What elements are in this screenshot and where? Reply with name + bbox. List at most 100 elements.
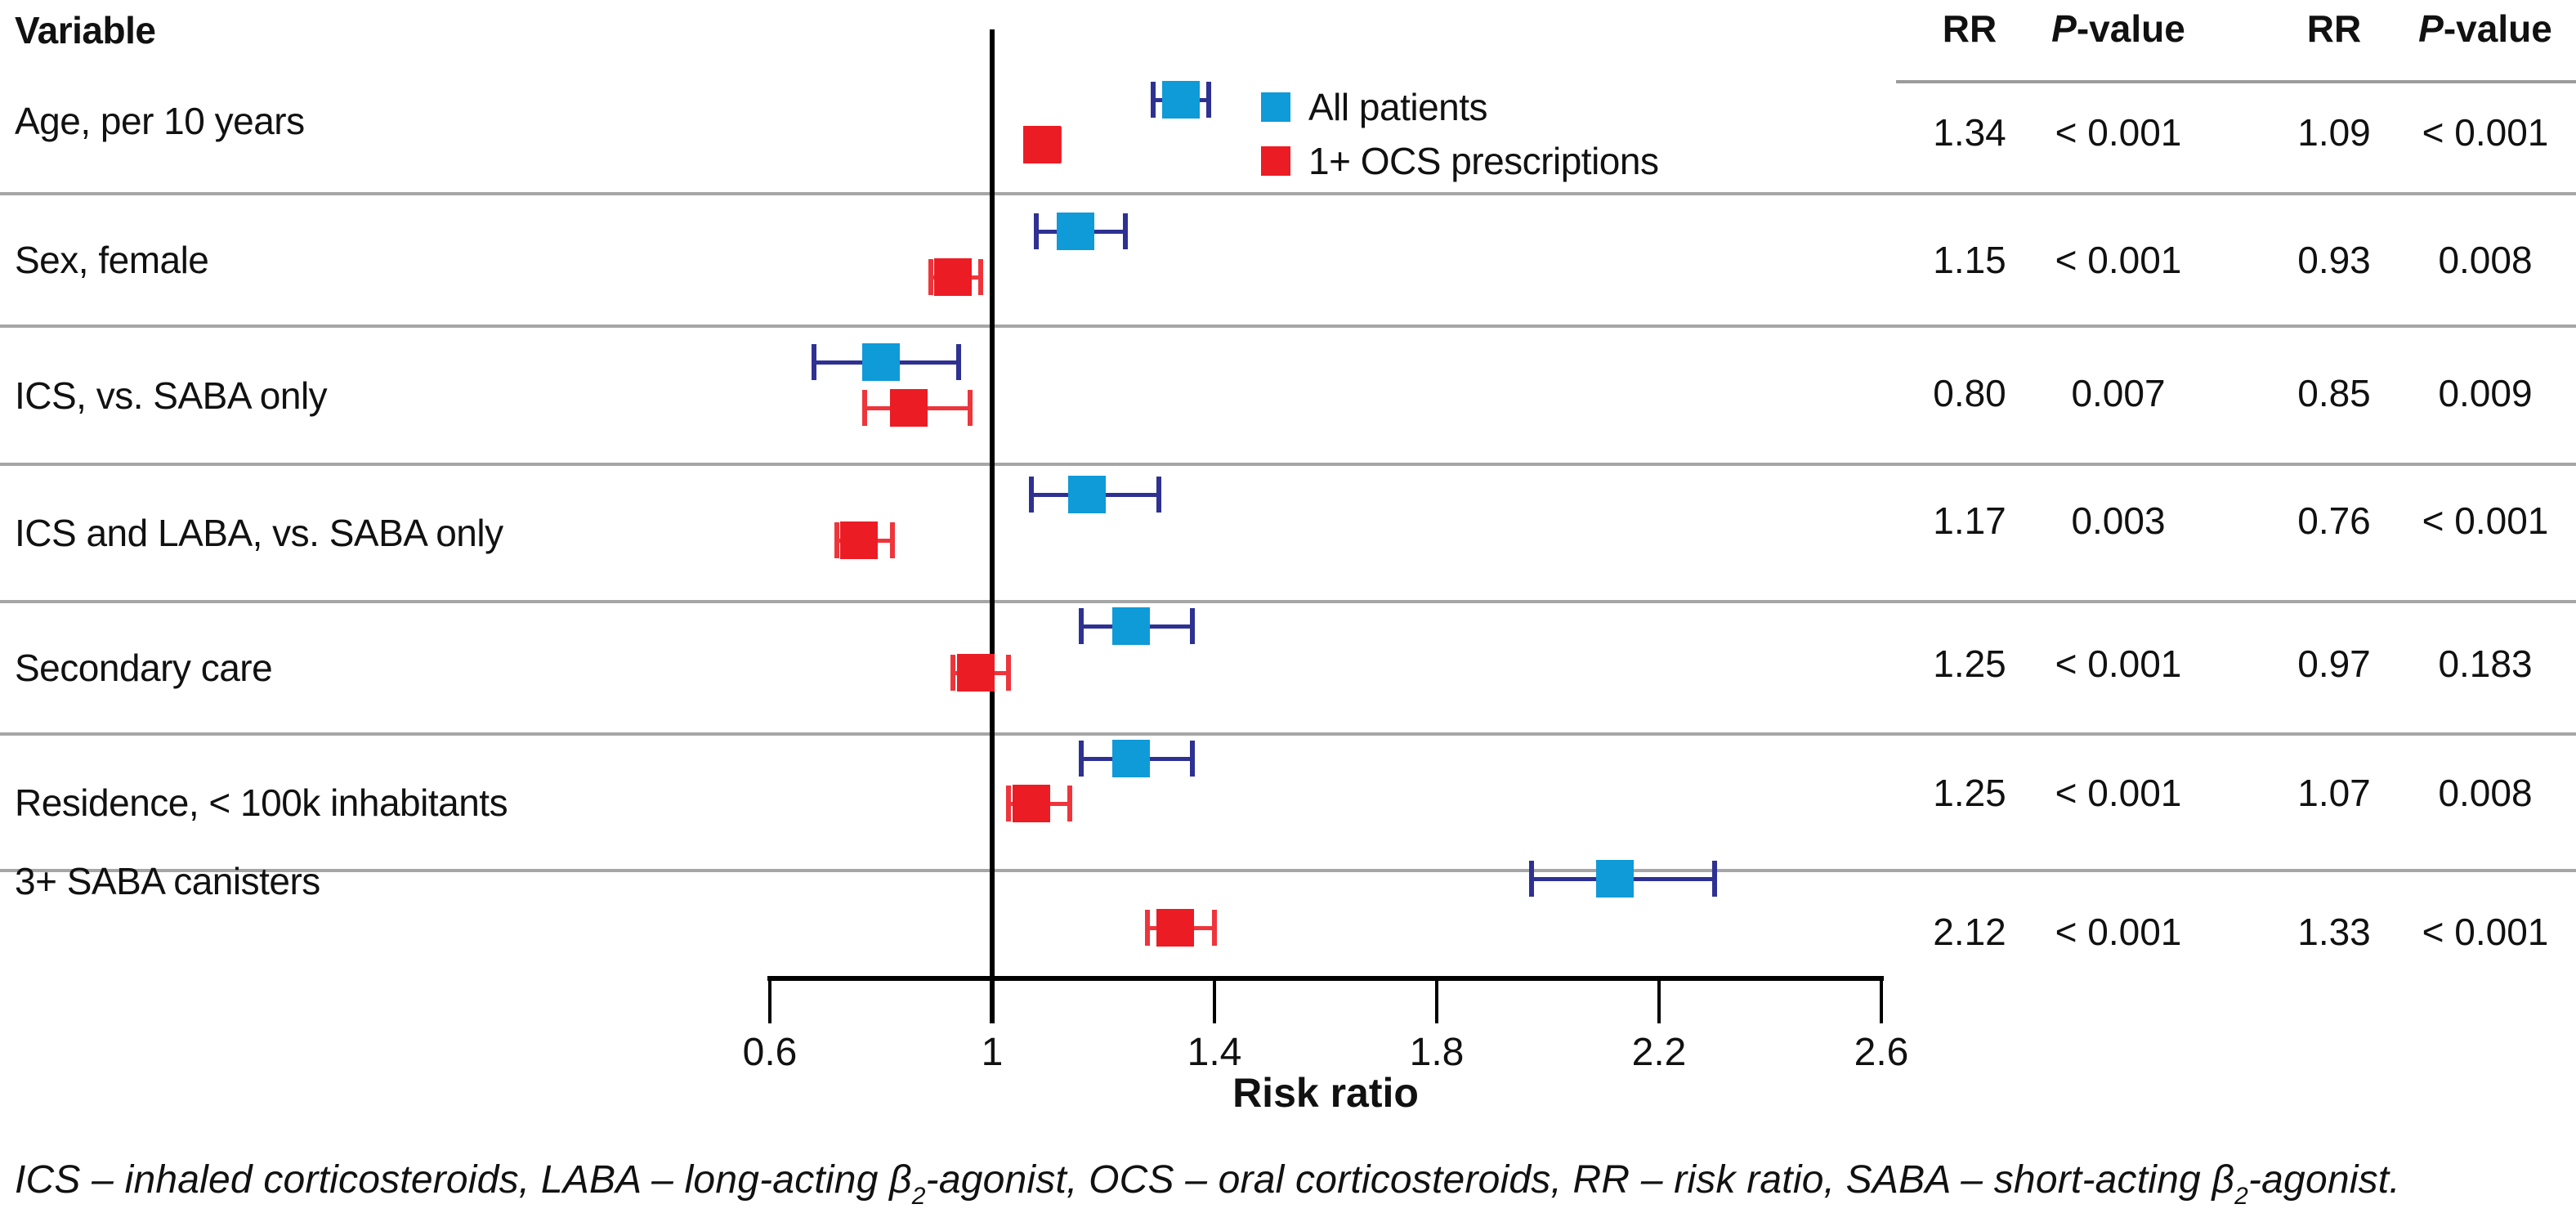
footnote-text: ICS – inhaled corticosteroids, LABA – lo…	[15, 1158, 912, 1202]
row-separator-line	[0, 463, 2576, 466]
x-tick	[1213, 978, 1216, 1023]
x-axis	[767, 976, 1884, 981]
all-patients-ci-high-cap	[1123, 213, 1129, 249]
legend-item: 1+ OCS prescriptions	[1261, 139, 1659, 183]
row-separator-line	[0, 869, 2576, 872]
p-value-ocs: 0.008	[2438, 772, 2533, 814]
footnote: ICS – inhaled corticosteroids, LABA – lo…	[15, 1157, 2565, 1211]
all-patients-point-marker	[1112, 740, 1150, 777]
ocs-ci-low-cap	[861, 390, 867, 426]
legend-item: All patients	[1261, 85, 1488, 129]
rr-value-ocs: 0.97	[2297, 642, 2371, 685]
rr-value-ocs: 1.09	[2297, 111, 2371, 154]
ocs-point-marker	[1012, 785, 1050, 822]
footnote-subscript: 2	[2234, 1183, 2248, 1210]
p-value-ocs: < 0.001	[2422, 111, 2549, 154]
row-separator-line	[0, 325, 2576, 328]
rr-value-all-patients: 1.34	[1933, 111, 2006, 154]
row-label: ICS, vs. SABA only	[15, 374, 328, 417]
all-patients-ci-low-cap	[1078, 608, 1084, 644]
footnote-subscript: 2	[911, 1183, 926, 1210]
all-patients-ci-high-cap	[1156, 477, 1161, 513]
rr-value-ocs: 0.76	[2297, 499, 2371, 542]
p-value-all-patients: < 0.001	[2055, 772, 2182, 814]
ocs-point-marker	[1023, 126, 1062, 163]
row-separator-line	[0, 192, 2576, 195]
all-patients-ci-high-cap	[1189, 608, 1195, 644]
legend-label: All patients	[1308, 86, 1488, 128]
rr-value-ocs: 1.07	[2297, 772, 2371, 814]
reference-line	[990, 29, 995, 1023]
x-tick	[768, 978, 771, 1023]
p-value-all-patients: 0.007	[2071, 372, 2166, 414]
all-patients-ci-low-cap	[1028, 477, 1034, 513]
ocs-ci-low-cap	[950, 655, 956, 691]
p-value-all-patients: < 0.001	[2055, 111, 2182, 154]
p-italic: P	[2418, 7, 2444, 50]
p-value-ocs: 0.009	[2438, 372, 2533, 414]
all-patients-ci-low-cap	[1151, 82, 1156, 118]
ocs-point-marker	[1156, 909, 1195, 947]
all-patients-ci-low-cap	[1078, 741, 1084, 777]
ocs-point-marker	[890, 389, 928, 427]
x-tick	[991, 978, 994, 1023]
table-header-rule	[1896, 80, 2576, 83]
all-patients-point-marker	[1067, 476, 1106, 513]
p-value-ocs: 0.008	[2438, 239, 2533, 281]
p-value-all-patients: < 0.001	[2055, 239, 2182, 281]
rr-value-all-patients: 0.80	[1933, 372, 2006, 414]
x-tick	[1435, 978, 1438, 1023]
p-value-all-patients: < 0.001	[2055, 911, 2182, 953]
ocs-ci-low-cap	[1006, 786, 1012, 821]
ocs-ci-low-cap	[834, 522, 839, 558]
x-tick	[1657, 978, 1661, 1023]
p-value-all-patients: < 0.001	[2055, 642, 2182, 685]
p-value-all-patients: 0.003	[2071, 499, 2166, 542]
footnote-text: -agonist, OCS – oral corticosteroids, RR…	[925, 1158, 2235, 1202]
rr-column-header: RR	[1942, 7, 1997, 50]
footnote-text: -agonist.	[2247, 1158, 2400, 1202]
ocs-point-marker	[839, 521, 878, 559]
x-tick-label: 2.2	[1631, 1031, 1687, 1074]
row-label: Age, per 10 years	[15, 100, 305, 142]
p-italic: P	[2051, 7, 2077, 50]
x-tick-label: 0.6	[742, 1031, 798, 1074]
p-value-ocs: 0.183	[2438, 642, 2533, 685]
p-value-ocs: < 0.001	[2422, 499, 2549, 542]
all-patients-point-marker	[1595, 860, 1634, 898]
x-tick-label: 2.6	[1854, 1031, 1909, 1074]
p-value-column-header: P-value	[2418, 7, 2552, 51]
row-label: 3+ SABA canisters	[15, 860, 320, 902]
row-separator-line	[0, 732, 2576, 736]
ocs-ci-high-cap	[1212, 910, 1217, 946]
ocs-ci-high-cap	[967, 390, 973, 426]
ocs-point-marker	[934, 258, 973, 296]
rr-value-all-patients: 1.25	[1933, 642, 2006, 685]
row-label: Residence, < 100k inhabitants	[15, 781, 508, 824]
all-patients-ci-low-cap	[1034, 213, 1040, 249]
ocs-ci-high-cap	[1067, 786, 1073, 821]
p-rest: -value	[2443, 7, 2552, 50]
row-label: ICS and LABA, vs. SABA only	[15, 512, 503, 554]
ocs-ci-low-cap	[928, 259, 934, 295]
all-patients-ci-high-cap	[1206, 82, 1212, 118]
x-tick-label: 1	[981, 1031, 1004, 1074]
rr-value-ocs: 0.93	[2297, 239, 2371, 281]
row-separator-line	[0, 600, 2576, 603]
all-patients-ci-high-cap	[1189, 741, 1195, 777]
row-label: Secondary care	[15, 647, 273, 689]
row-label: Sex, female	[15, 239, 209, 281]
all-patients-point-marker	[862, 343, 900, 381]
ocs-ci-low-cap	[1145, 910, 1151, 946]
all-patients-point-marker	[1112, 607, 1150, 645]
x-tick	[1880, 978, 1883, 1023]
legend-swatch-icon	[1261, 146, 1290, 176]
legend-label: 1+ OCS prescriptions	[1308, 140, 1659, 182]
x-tick-label: 1.4	[1187, 1031, 1242, 1074]
ocs-ci-high-cap	[1006, 655, 1012, 691]
rr-value-all-patients: 1.15	[1933, 239, 2006, 281]
all-patients-point-marker	[1057, 213, 1094, 250]
p-value-column-header: P-value	[2051, 7, 2185, 51]
all-patients-ci-high-cap	[956, 344, 962, 380]
